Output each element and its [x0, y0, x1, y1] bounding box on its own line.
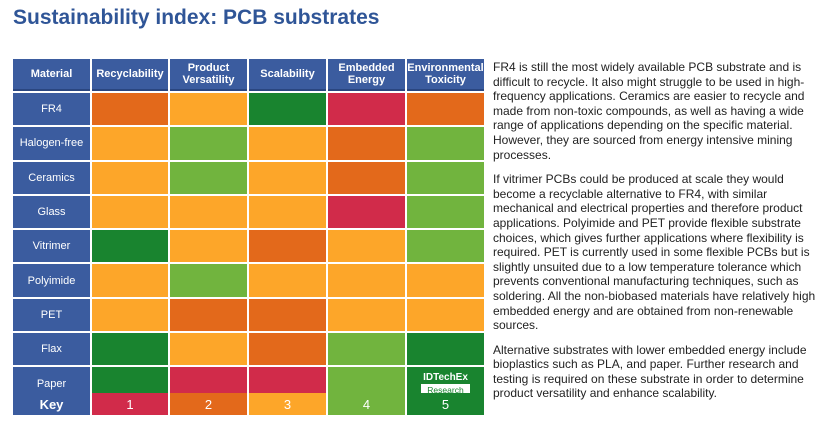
key-cell-4: 4: [328, 393, 405, 415]
score-cell: [170, 93, 247, 126]
score-cell: [328, 264, 405, 297]
material-label: Polyimide: [13, 264, 90, 297]
score-cell: [92, 230, 168, 263]
score-cell: [92, 195, 168, 229]
paragraph-2: If vitrimer PCBs could be produced at sc…: [493, 172, 816, 333]
page-title: Sustainability index: PCB substrates: [13, 6, 380, 29]
description-text: FR4 is still the most widely available P…: [493, 60, 823, 411]
score-cell: [249, 93, 326, 126]
header-environmental-toxicity: Environmental Toxicity: [407, 59, 484, 91]
material-label: Ceramics: [13, 161, 90, 194]
score-cell: [328, 230, 405, 263]
header-embedded-energy: Embedded Energy: [328, 59, 405, 91]
score-cell: [249, 127, 326, 160]
score-cell: [328, 298, 405, 332]
header-product-versatility: Product Versatility: [170, 59, 247, 91]
material-label: Glass: [13, 195, 90, 229]
score-cell: [407, 264, 484, 297]
score-cell: [170, 333, 247, 366]
score-cell: [92, 161, 168, 194]
paragraph-3: Alternative substrates with lower embedd…: [493, 342, 807, 401]
header-recyclability: Recyclability: [92, 59, 168, 91]
key-cell-3: 3: [249, 393, 326, 415]
score-cell: [170, 264, 247, 297]
score-cell: [170, 195, 247, 229]
score-cell: [170, 230, 247, 263]
material-label: Vitrimer: [13, 230, 90, 263]
score-cell: [249, 230, 326, 263]
key-cell-2: 2: [170, 393, 247, 415]
score-cell: [92, 298, 168, 332]
score-cell: [92, 93, 168, 126]
score-cell: [249, 264, 326, 297]
score-cell: [328, 127, 405, 160]
paragraph-1: FR4 is still the most widely available P…: [493, 60, 805, 162]
score-cell: [407, 93, 484, 126]
score-cell: [328, 161, 405, 194]
score-cell: [407, 230, 484, 263]
material-label: Flax: [13, 333, 90, 366]
key-label: Key: [13, 393, 90, 415]
score-cell: [170, 298, 247, 332]
score-cell: [407, 333, 484, 366]
material-label: FR4: [13, 93, 90, 126]
header-material: Material: [13, 59, 90, 91]
key-cell-5: 5: [407, 393, 484, 415]
score-cell: [328, 333, 405, 366]
score-cell: [249, 195, 326, 229]
score-cell: [249, 298, 326, 332]
material-label: Halogen-free: [13, 127, 90, 160]
score-cell: [328, 93, 405, 126]
score-cell: [407, 298, 484, 332]
score-cell: [92, 264, 168, 297]
material-label: PET: [13, 298, 90, 332]
score-cell: [170, 127, 247, 160]
sustainability-table: Material Recyclability Product Versatili…: [13, 59, 484, 400]
color-key: Key 1 2 3 4 5: [13, 393, 484, 415]
header-scalability: Scalability: [249, 59, 326, 91]
key-cell-1: 1: [92, 393, 168, 415]
score-cell: [407, 195, 484, 229]
idtechex-logo: IDTechEx: [423, 371, 468, 383]
score-cell: [407, 161, 484, 194]
score-cell: [249, 161, 326, 194]
score-cell: [92, 127, 168, 160]
score-cell: [170, 161, 247, 194]
score-cell: [249, 333, 326, 366]
score-cell: [407, 127, 484, 160]
score-cell: [328, 195, 405, 229]
score-cell: [92, 333, 168, 366]
